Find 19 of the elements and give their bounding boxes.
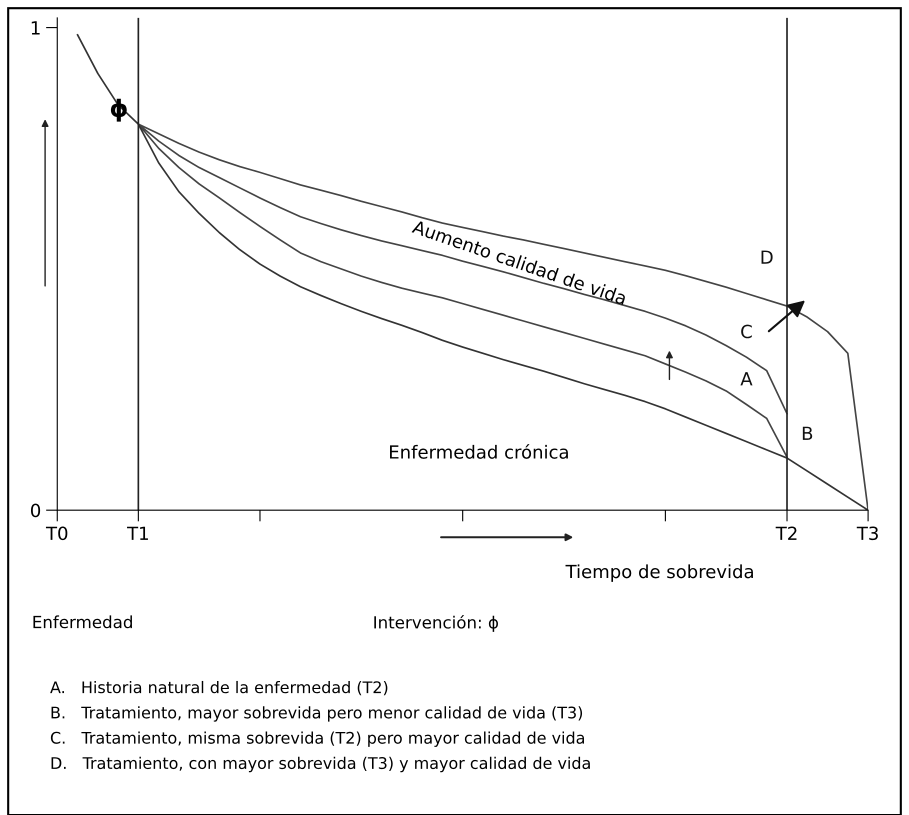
- text: D. Tratamiento, con mayor sobrevida (T3) y mayor calidad de vida: [52, 756, 590, 772]
- text: C. Tratamiento, misma sobrevida (T2) pero mayor calidad de vida: [50, 731, 584, 747]
- text: Intervención: ϕ: [374, 615, 498, 632]
- series-label: B: [802, 426, 812, 440]
- text: A. Historia natural de la enfermedad (T2): [50, 680, 388, 696]
- text: B. Tratamiento, mayor sobrevida pero menor calidad de vida (T3): [52, 706, 582, 722]
- x-tick-label: T3: [856, 526, 878, 540]
- x-tick-label: T2: [776, 526, 796, 540]
- y-tick-label: 1: [32, 21, 40, 34]
- y-tick-label: 0: [30, 504, 40, 518]
- annotation: ϕ: [110, 98, 127, 122]
- series-label: D: [762, 250, 773, 264]
- series-label: C: [741, 324, 752, 338]
- text: Enfermedad: [33, 615, 132, 628]
- x-tick-label: T0: [46, 526, 68, 540]
- annotation: Enfermedad crónica: [390, 444, 568, 459]
- series-label: A: [740, 372, 752, 386]
- x-axis-title: Tiempo de sobrevida: [566, 564, 753, 582]
- x-tick-label: T1: [127, 526, 148, 540]
